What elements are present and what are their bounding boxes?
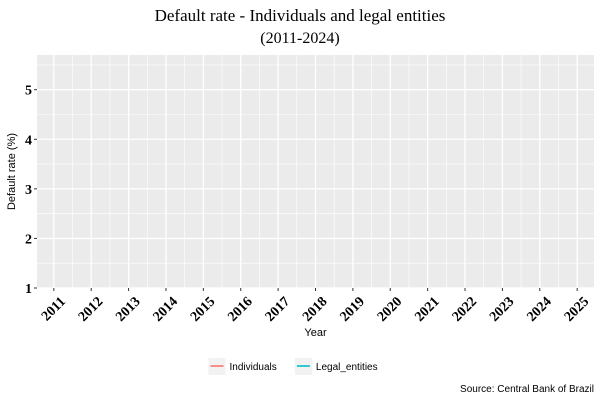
x-tick-label: 2013 [113, 294, 143, 324]
x-tick-label: 2014 [151, 294, 181, 324]
major-gridlines [37, 55, 594, 289]
x-tick-label: 2015 [188, 294, 218, 324]
x-axis-label: Year [304, 327, 327, 339]
y-tick-label: 5 [25, 84, 32, 99]
x-tick-label: 2025 [562, 294, 592, 324]
legend-label: Individuals [230, 362, 277, 373]
x-tick-label: 2021 [412, 294, 442, 324]
x-tick-label: 2016 [225, 294, 255, 324]
legend: Individuals Legal_entities [208, 358, 378, 375]
x-tick-label: 2024 [524, 294, 554, 324]
x-tick-label: 2022 [450, 294, 480, 324]
y-tick-label: 3 [25, 183, 32, 198]
x-tick-label: 2011 [39, 294, 69, 324]
x-axis: 2011 2012 2013 2014 2015 2016 2017 2018 2019 2020… [39, 288, 592, 325]
x-tick-label: 2019 [338, 294, 368, 324]
legend-label: Legal_entities [316, 362, 378, 373]
x-tick-label: 2023 [487, 294, 517, 324]
minor-gridlines [37, 55, 594, 288]
x-tick-label: 2017 [263, 294, 293, 324]
y-axis: 1 2 3 4 5 [25, 84, 37, 297]
x-tick-label: 2020 [375, 294, 405, 324]
source-caption: Source: Central Bank of Brazil [460, 384, 594, 395]
chart-title: Default rate - Individuals and legal ent… [154, 6, 446, 25]
chart-subtitle: (2011-2024) [260, 30, 340, 47]
y-tick-label: 1 [25, 282, 32, 297]
x-tick-label: 2012 [76, 294, 106, 324]
y-axis-label: Default rate (%) [6, 133, 18, 210]
y-tick-label: 2 [25, 232, 32, 247]
y-tick-label: 4 [25, 133, 32, 148]
x-tick-label: 2018 [300, 294, 330, 324]
